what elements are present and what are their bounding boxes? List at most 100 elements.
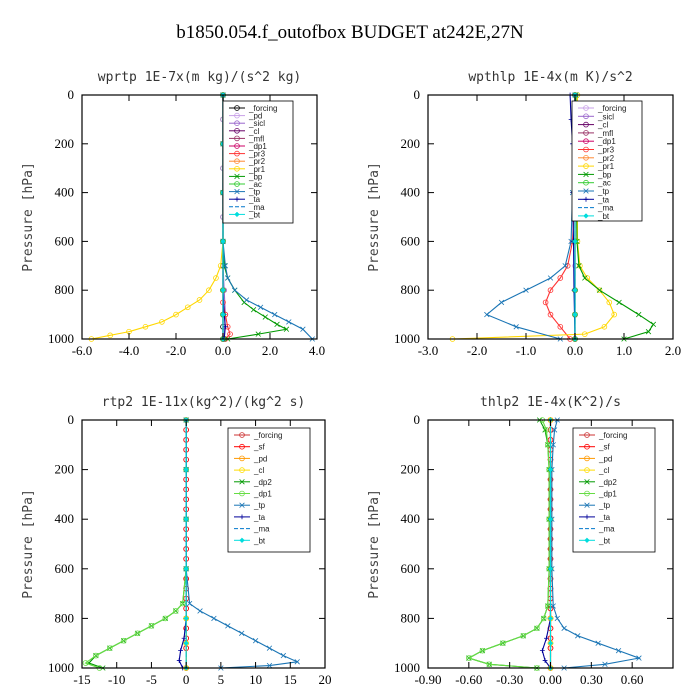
data-point [266, 645, 273, 651]
data-point [513, 324, 519, 330]
legend-marker [239, 432, 245, 438]
legend-box [227, 427, 311, 553]
data-point [645, 328, 652, 335]
x-tick-label: 0.0 [215, 343, 231, 358]
y-tick-label: 800 [401, 610, 421, 625]
data-point [611, 311, 617, 318]
legend-item: _bp [229, 172, 263, 181]
data-point [225, 623, 231, 629]
legend-label: _bp [248, 172, 263, 181]
data-point [542, 658, 548, 663]
series-bt [183, 417, 189, 671]
legend-label: _pr2 [248, 157, 266, 166]
y-tick-label: 200 [55, 136, 75, 151]
legend-marker [583, 130, 589, 136]
data-point [274, 321, 280, 328]
legend-item: _ac [578, 179, 611, 188]
data-point [568, 238, 574, 245]
legend-item: _ta [579, 513, 611, 522]
legend-marker [239, 490, 245, 497]
x-tick-label: -10 [108, 672, 125, 687]
data-point [222, 263, 229, 269]
data-point [615, 647, 622, 654]
legend: _forcing_pd_sicl_cl_mfl_dp1_pr3_pr2_pr1_… [222, 100, 294, 224]
data-point [550, 442, 556, 448]
data-point [602, 661, 608, 667]
data-point [159, 319, 165, 325]
y-tick-label: 200 [401, 136, 421, 151]
y-tick-label: 1000 [394, 331, 420, 346]
legend-label: _bt [253, 536, 266, 545]
legend-marker [583, 163, 589, 169]
data-point [547, 466, 554, 473]
legend-label: _sf [598, 443, 610, 452]
legend-label: _bt [598, 536, 611, 545]
data-point [172, 608, 179, 614]
y-tick-label: 600 [401, 233, 421, 248]
legend-marker [584, 537, 590, 544]
x-tick-label: 20 [319, 672, 332, 687]
data-point [543, 427, 550, 433]
data-point [162, 615, 169, 622]
data-point [534, 625, 540, 632]
legend-label: _tp [248, 188, 261, 197]
legend-item: _cl [579, 466, 609, 475]
legend-item: _pr2 [229, 157, 266, 166]
legend-item: _sicl [229, 119, 265, 128]
data-point [211, 615, 217, 622]
y-tick-label: 800 [401, 282, 421, 297]
legend-label: _dp1 [597, 137, 616, 146]
legend-label: _tp [598, 501, 611, 510]
legend-marker [583, 138, 589, 145]
x-tick-label: -15 [73, 672, 90, 687]
legend-item: _dp1 [579, 490, 617, 499]
legend-label: _sf [253, 443, 265, 452]
legend-item: _dp2 [234, 478, 272, 487]
x-tick-label: -5 [146, 672, 157, 687]
data-point [547, 516, 554, 522]
legend-marker [234, 105, 240, 111]
legend-item: _forcing [229, 104, 277, 113]
legend-marker [234, 112, 240, 119]
y-axis-label: Pressure [hPa] [367, 489, 382, 599]
x-tick-label: 1.0 [616, 343, 632, 358]
legend-label: _pr1 [248, 165, 266, 174]
legend-item: _ma [578, 204, 614, 213]
data-point [547, 615, 554, 622]
data-point [547, 275, 554, 281]
y-tick-label: 400 [401, 511, 421, 526]
legend-item: _pd [229, 112, 262, 121]
data-point [582, 275, 588, 281]
legend-item: _tp [229, 188, 261, 197]
y-tick-label: 600 [55, 561, 75, 576]
y-tick-label: 800 [55, 610, 75, 625]
legend-marker [584, 432, 590, 438]
legend-marker [583, 121, 589, 128]
data-point [650, 321, 657, 328]
legend: _forcing_sicl_cl_mfl_dp1_pr3_pr2_pr1_bp_… [571, 100, 643, 222]
legend-label: _dp1 [248, 142, 267, 151]
panel-title: wpthlp 1E-4x(m K)/s^2 [468, 70, 632, 85]
x-tick-label: -4.0 [119, 343, 140, 358]
data-point [225, 275, 231, 281]
legend-marker [584, 455, 590, 462]
data-point [272, 311, 278, 318]
legend-marker [234, 120, 240, 126]
legend-item: _forcing [234, 431, 282, 440]
legend-marker [234, 135, 240, 142]
data-point [484, 311, 490, 318]
data-point [500, 640, 506, 646]
legend-marker [234, 158, 240, 165]
legend-box [572, 427, 656, 553]
data-point [547, 566, 554, 572]
data-point [184, 304, 191, 311]
x-tick-label: -2.0 [166, 343, 187, 358]
data-point [206, 287, 212, 294]
data-point [636, 311, 642, 318]
data-point [601, 323, 608, 330]
data-point [523, 287, 529, 293]
data-point [540, 615, 547, 622]
legend-marker [583, 113, 589, 120]
x-tick-label: -2.0 [467, 343, 488, 358]
data-point [220, 287, 226, 293]
